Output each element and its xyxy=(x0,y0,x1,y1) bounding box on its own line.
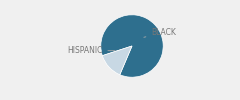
Text: HISPANIC: HISPANIC xyxy=(67,46,115,55)
Wedge shape xyxy=(101,15,163,77)
Text: BLACK: BLACK xyxy=(144,28,176,37)
Wedge shape xyxy=(102,46,132,75)
